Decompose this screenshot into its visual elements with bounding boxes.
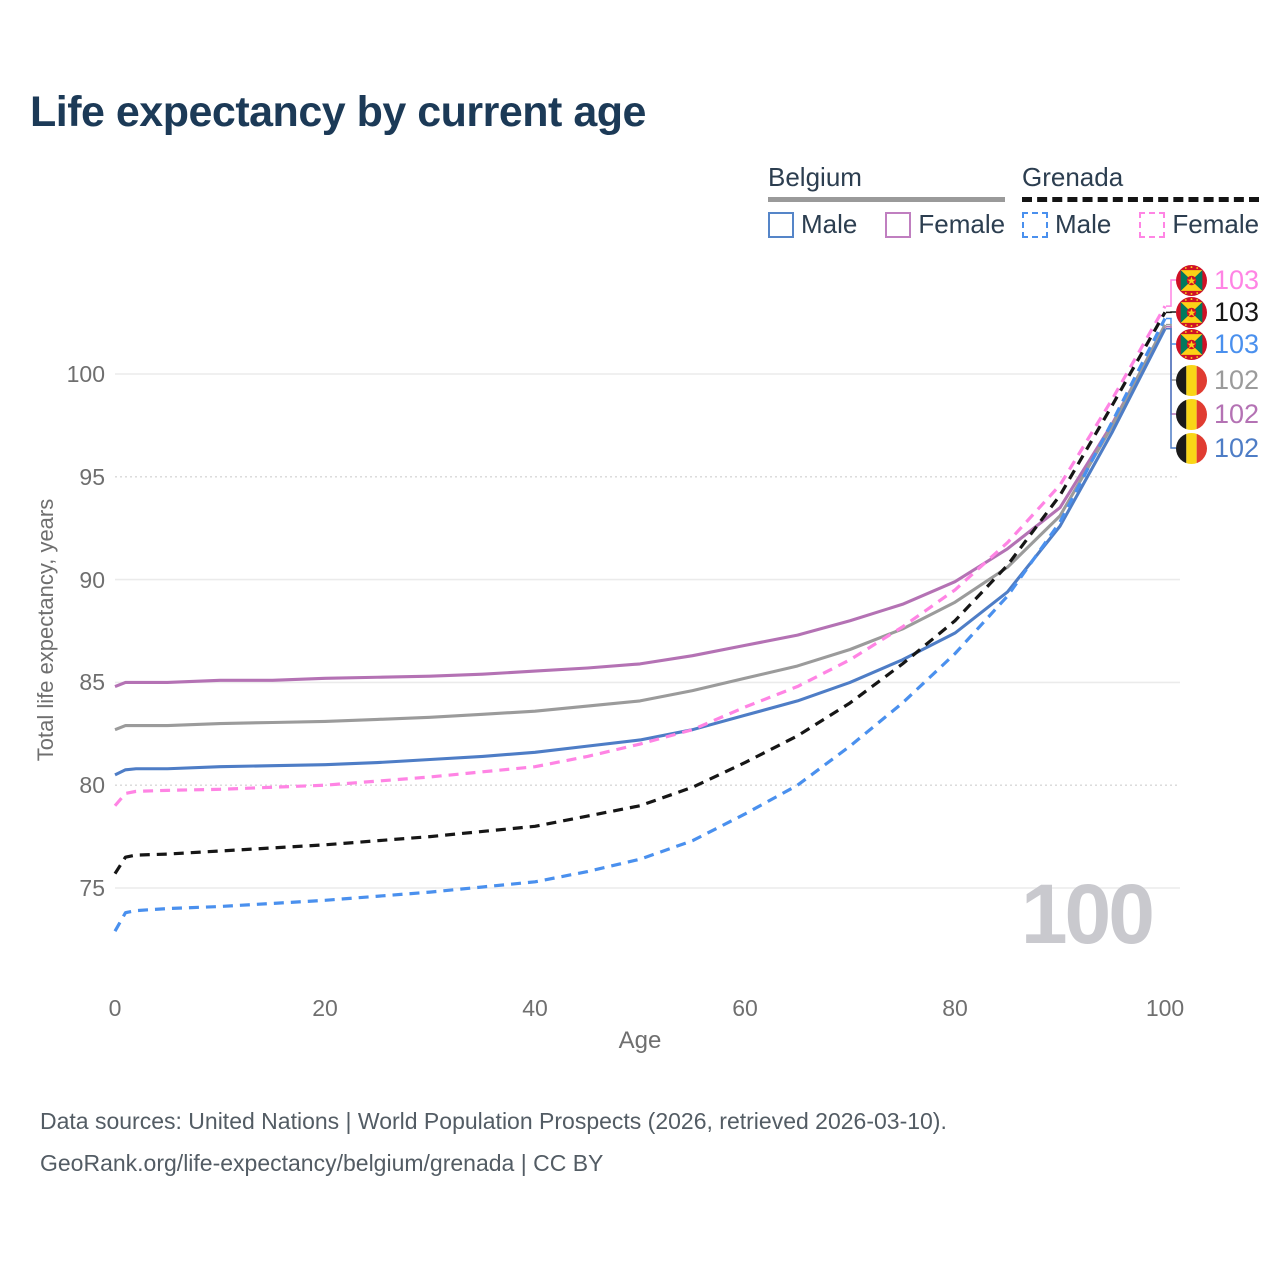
end-label-row-belgium_both: 102	[1176, 364, 1259, 396]
legend-swatch-0-1	[885, 211, 912, 238]
y-tick-100: 100	[66, 361, 105, 387]
x-tick-60: 60	[732, 995, 758, 1021]
end-label-row-belgium_male: 102	[1176, 432, 1259, 464]
series-line-grenada_male	[113, 317, 1167, 932]
x-tick-80: 80	[942, 995, 968, 1021]
legend-item-label: Male	[801, 209, 858, 239]
footer-data-sources: Data sources: United Nations | World Pop…	[40, 1108, 947, 1134]
legend-item-belgium-male[interactable]: Male	[768, 211, 857, 238]
legend-item-grenada-male[interactable]: Male	[1022, 211, 1111, 238]
grenada-flag-icon	[1176, 328, 1207, 360]
belgium-flag-icon	[1176, 398, 1207, 430]
y-tick-95: 95	[79, 463, 105, 490]
series-line-grenada_both	[113, 311, 1167, 875]
y-tick-80: 80	[79, 772, 105, 799]
end-label-row-grenada_male: 103	[1176, 328, 1259, 360]
series-line-belgium_female	[114, 325, 1167, 688]
legend-item-belgium-female[interactable]: Female	[885, 211, 1005, 238]
x-tick-20: 20	[312, 995, 338, 1021]
end-label-value: 102	[1214, 365, 1260, 395]
end-label-value: 103	[1214, 265, 1260, 295]
grenada-flag-icon	[1176, 264, 1207, 296]
y-tick-90: 90	[79, 566, 105, 593]
series-line-grenada_female	[113, 305, 1167, 807]
y-axis-title: Total life expectancy, years	[33, 498, 58, 762]
age-watermark: 100	[1020, 867, 1155, 961]
legend-group-grenada: Grenada Male Female	[1022, 162, 1260, 238]
y-tick-75: 75	[79, 875, 105, 901]
series-line-belgium_both	[114, 323, 1167, 732]
end-label-row-grenada_both: 103	[1176, 296, 1259, 328]
grenada-flag-icon	[1176, 296, 1207, 328]
end-label-value: 103	[1214, 297, 1260, 327]
legend-linestyle-belgium	[768, 197, 1006, 202]
page-title: Life expectancy by current age	[30, 88, 646, 136]
series-line-belgium_male	[114, 328, 1167, 777]
leader-line-belgium_male	[1166, 328, 1176, 449]
leader-line-grenada_female	[1166, 279, 1176, 307]
legend-item-label: Male	[1055, 209, 1112, 239]
belgium-flag-icon	[1176, 432, 1207, 464]
legend-swatch-0-0	[768, 211, 794, 238]
legend-item-label: Female	[918, 209, 1006, 239]
end-label-value: 102	[1214, 433, 1260, 463]
end-label-row-belgium_female: 102	[1176, 398, 1259, 430]
legend-swatch-1-1	[1139, 211, 1166, 238]
x-axis-title: Age	[618, 1027, 662, 1054]
x-tick-100: 100	[1145, 995, 1185, 1021]
x-tick-40: 40	[522, 995, 548, 1021]
legend-country-grenada: Grenada	[1022, 162, 1124, 192]
end-label-value: 102	[1214, 399, 1260, 429]
legend-country-belgium: Belgium	[768, 162, 862, 192]
legend-linestyle-grenada	[1022, 197, 1260, 202]
end-label-row-grenada_female: 103	[1176, 264, 1259, 296]
belgium-flag-icon	[1176, 364, 1207, 396]
legend-group-belgium: Belgium Male Female	[768, 162, 1006, 238]
footer-attribution: GeoRank.org/life-expectancy/belgium/gren…	[40, 1150, 604, 1176]
legend-item-grenada-female[interactable]: Female	[1139, 211, 1259, 238]
legend-item-label: Female	[1172, 209, 1260, 239]
legend-swatch-1-0	[1022, 211, 1048, 238]
end-label-value: 103	[1214, 329, 1260, 359]
x-tick-0: 0	[108, 995, 122, 1021]
y-tick-85: 85	[79, 669, 105, 696]
